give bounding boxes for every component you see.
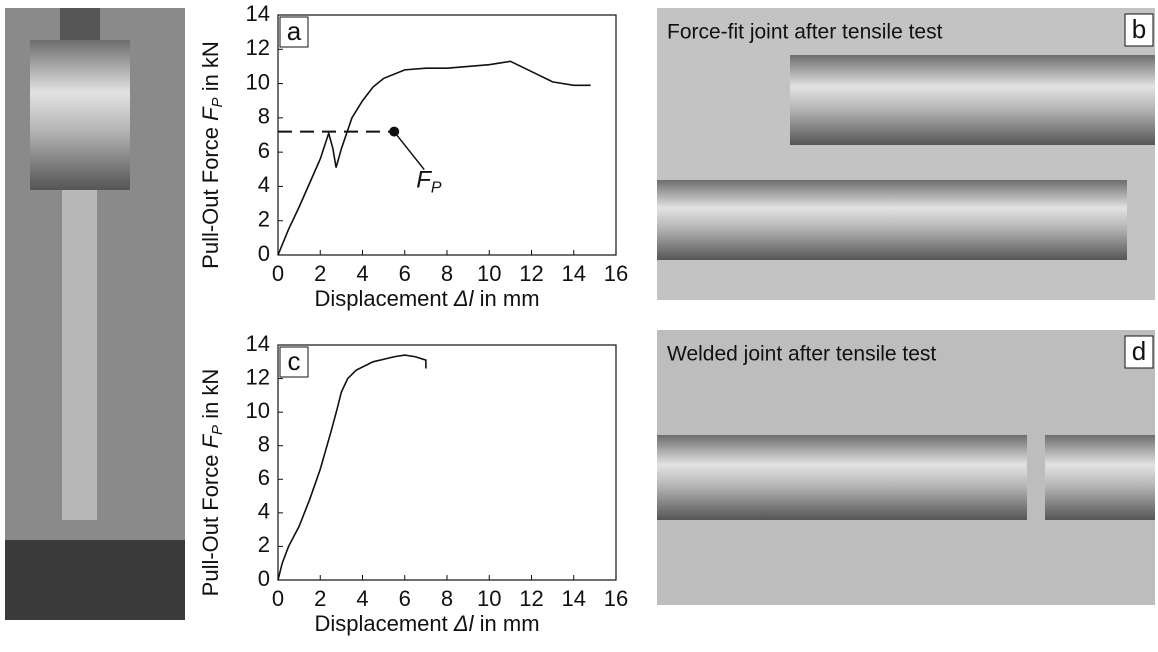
photo-caption: Force-fit joint after tensile test xyxy=(667,21,943,44)
x-tick-label: 12 xyxy=(519,261,543,286)
y-tick-label: 10 xyxy=(246,69,270,94)
x-tick-label: 4 xyxy=(356,586,368,611)
x-label-symbol: Δl xyxy=(453,286,475,311)
x-label-text: Displacement xyxy=(314,286,453,311)
panel-label-box xyxy=(1124,335,1154,369)
x-label-unit: in mm xyxy=(474,286,540,311)
x-tick-label: 2 xyxy=(314,586,326,611)
x-tick-label: 6 xyxy=(399,261,411,286)
y-tick-label: 4 xyxy=(258,499,270,524)
y-axis-label: Pull-Out Force FP in kN xyxy=(198,41,226,269)
x-axis-label: Displacement Δl in mm xyxy=(314,611,539,636)
x-label-unit: in mm xyxy=(474,611,540,636)
x-tick-label: 16 xyxy=(604,261,628,286)
y-tick-label: 2 xyxy=(258,207,270,232)
y-label-subscript: P xyxy=(209,425,226,435)
panel-label: d xyxy=(1132,336,1146,366)
panel-label: c xyxy=(288,346,301,376)
x-label-symbol: Δl xyxy=(453,611,475,636)
data-line xyxy=(277,354,427,581)
marker-symbol: F xyxy=(416,167,432,194)
y-tick-label: 6 xyxy=(258,465,270,490)
rig-part xyxy=(30,40,130,190)
x-tick-label: 8 xyxy=(441,586,453,611)
y-tick-label: 14 xyxy=(246,331,270,356)
photo-caption: Welded joint after tensile test xyxy=(667,343,936,366)
rig-part xyxy=(62,190,97,520)
y-label-subscript: P xyxy=(209,97,226,107)
y-tick-label: 8 xyxy=(258,104,270,129)
x-tick-label: 14 xyxy=(562,586,586,611)
panel-label-box xyxy=(279,16,309,48)
tube xyxy=(1045,435,1155,520)
y-label-unit: in kN xyxy=(198,369,223,425)
marker-label: FP xyxy=(416,167,442,197)
y-tick-label: 2 xyxy=(258,532,270,557)
x-tick-label: 10 xyxy=(477,586,501,611)
x-tick-label: 0 xyxy=(272,261,284,286)
x-label-text: Displacement xyxy=(314,611,453,636)
x-tick-label: 6 xyxy=(399,586,411,611)
x-tick-label: 10 xyxy=(477,261,501,286)
x-tick-label: 0 xyxy=(272,586,284,611)
y-tick-label: 10 xyxy=(246,398,270,423)
panel-label-box xyxy=(1124,13,1154,47)
y-tick-label: 12 xyxy=(246,364,270,389)
tube xyxy=(657,180,1127,260)
x-tick-label: 8 xyxy=(441,261,453,286)
y-tick-label: 8 xyxy=(258,432,270,457)
marker-point xyxy=(389,126,400,137)
y-tick-label: 6 xyxy=(258,138,270,163)
y-tick-label: 0 xyxy=(258,566,270,591)
y-tick-label: 12 xyxy=(246,35,270,60)
y-label-symbol: F xyxy=(198,106,223,121)
tube xyxy=(657,435,1027,520)
y-label-symbol: F xyxy=(198,433,223,448)
y-tick-label: 14 xyxy=(246,1,270,26)
panel-label: a xyxy=(287,16,302,46)
rig-part xyxy=(5,540,185,620)
marker-leader xyxy=(396,135,425,171)
y-tick-label: 4 xyxy=(258,172,270,197)
y-axis-label: Pull-Out Force FP in kN xyxy=(198,369,226,597)
y-label-text: Pull-Out Force xyxy=(198,121,223,269)
x-axis-label: Displacement Δl in mm xyxy=(314,286,539,311)
x-tick-label: 2 xyxy=(314,261,326,286)
x-tick-label: 14 xyxy=(562,261,586,286)
panel-label-box xyxy=(279,346,309,378)
x-tick-label: 16 xyxy=(604,586,628,611)
y-label-text: Pull-Out Force xyxy=(198,448,223,596)
x-tick-label: 4 xyxy=(356,261,368,286)
data-line xyxy=(277,60,591,256)
tube xyxy=(790,55,1155,145)
y-label-unit: in kN xyxy=(198,41,223,97)
plot-frame xyxy=(277,344,617,581)
panel-label: b xyxy=(1132,14,1146,44)
y-tick-label: 0 xyxy=(258,241,270,266)
x-tick-label: 12 xyxy=(519,586,543,611)
marker-subscript: P xyxy=(431,180,442,197)
